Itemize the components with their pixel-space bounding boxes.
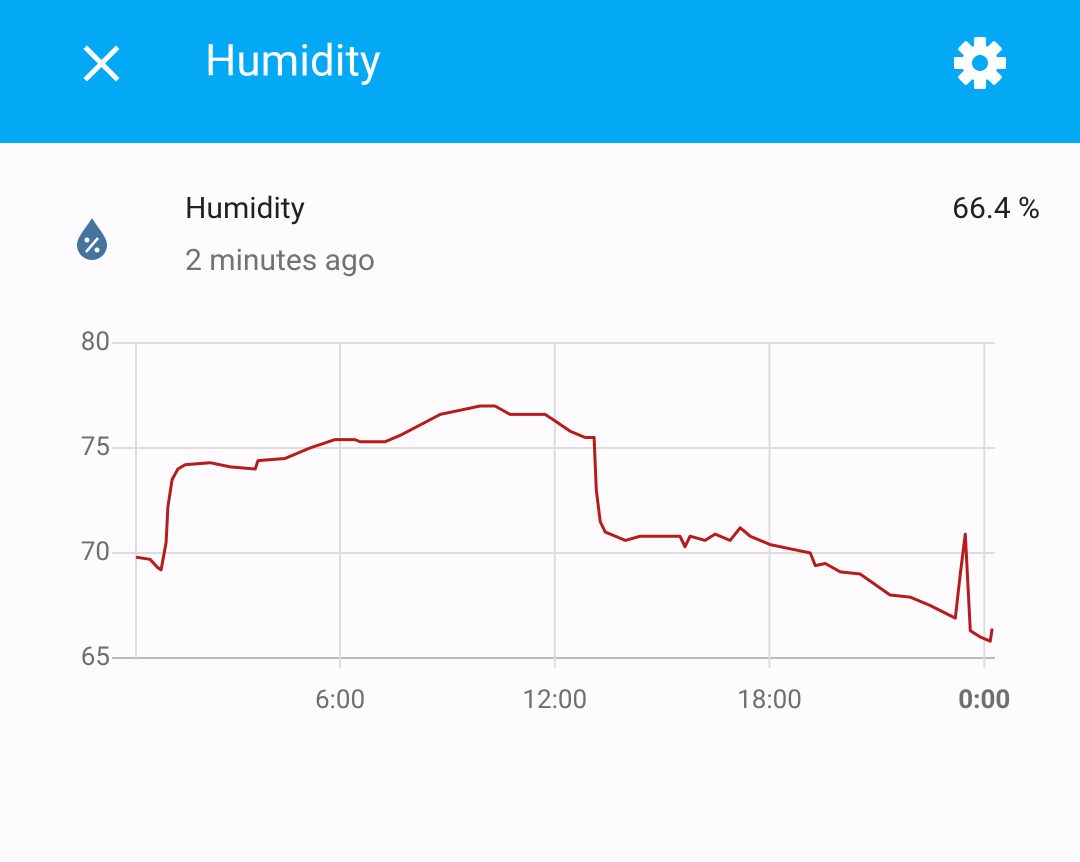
settings-button[interactable] bbox=[954, 37, 1006, 89]
x-tick-label: 0:00 bbox=[958, 685, 1010, 715]
history-chart: 65 70 75 80 6:00 12:00 18:00 0:00 bbox=[81, 327, 1011, 715]
data-line bbox=[135, 404, 994, 643]
y-tick-label: 65 bbox=[81, 642, 110, 672]
x-tick-label: 6:00 bbox=[315, 685, 365, 715]
entity-name: Humidity bbox=[185, 191, 305, 226]
app-bar bbox=[0, 0, 1080, 143]
y-tick-label: 70 bbox=[81, 537, 110, 567]
x-tick-label: 12:00 bbox=[522, 685, 587, 715]
dialog-title: Humidity bbox=[205, 35, 381, 87]
x-tick-label: 18:00 bbox=[737, 685, 802, 715]
humidity-icon bbox=[77, 218, 107, 260]
close-button[interactable] bbox=[83, 45, 120, 82]
last-changed: 2 minutes ago bbox=[185, 243, 375, 278]
y-tick-label: 80 bbox=[81, 327, 110, 357]
entity-state: 66.4 % bbox=[952, 191, 1040, 226]
y-tick-label: 75 bbox=[81, 432, 110, 462]
